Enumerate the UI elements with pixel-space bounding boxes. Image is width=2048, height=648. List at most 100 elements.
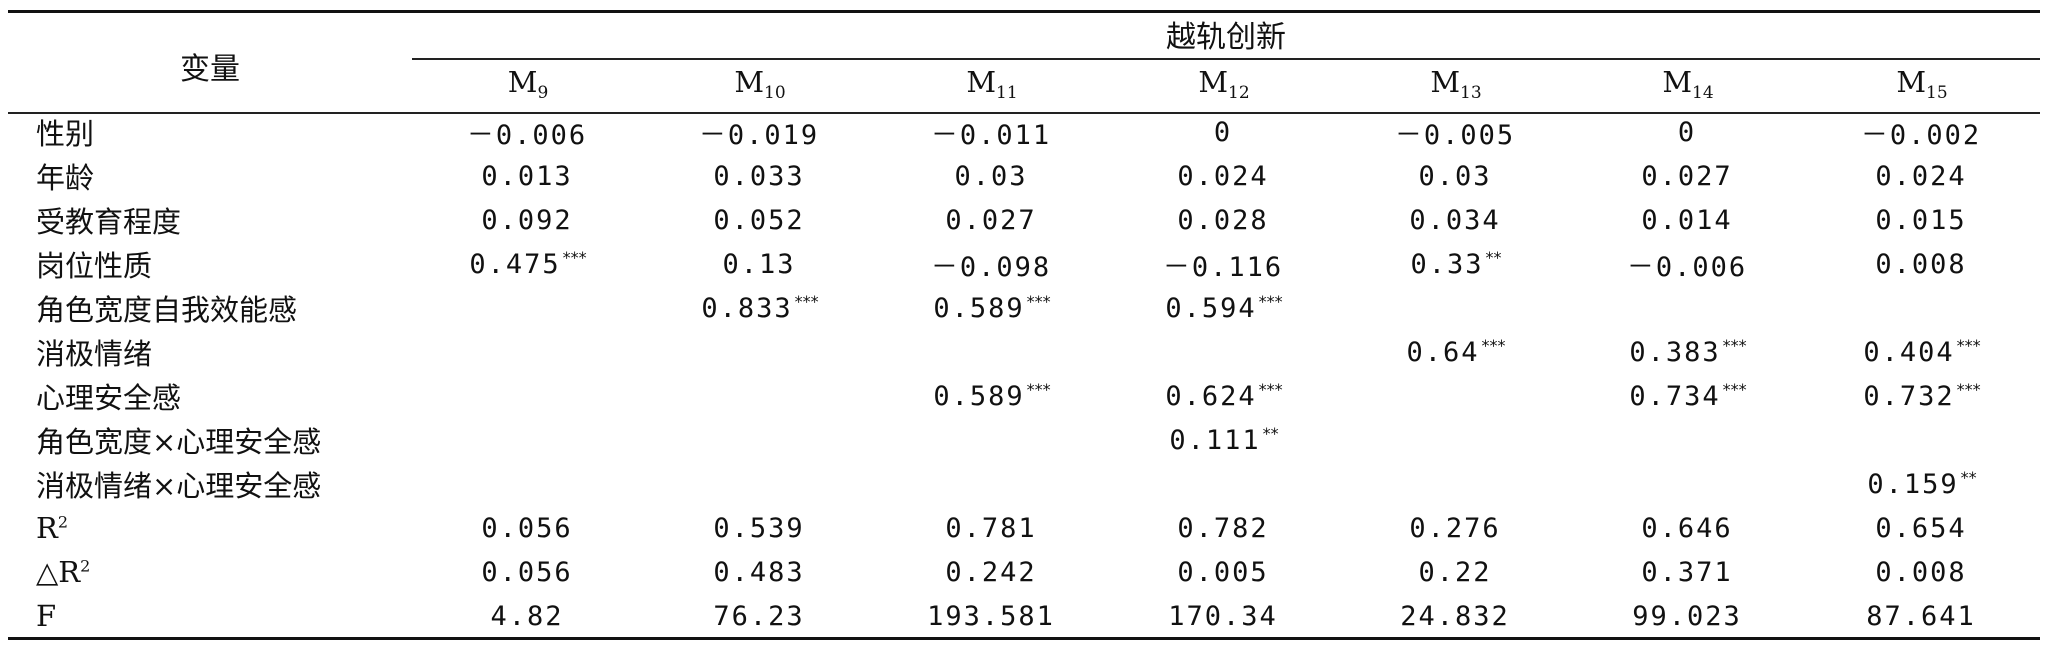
coefficient-cell: 0.027 xyxy=(876,198,1108,242)
table-row: 岗位性质 0.475 *** 0.13 －0.098 －0.116 0.33 ** －0.006… xyxy=(8,242,2040,286)
coefficient-cell: 0.589 *** xyxy=(876,374,1108,418)
coefficient-value: －0.006 xyxy=(1626,251,1748,283)
coefficient-value: 0.027 xyxy=(945,205,1037,236)
significance-stars: *** xyxy=(1258,380,1283,399)
coefficient-cell xyxy=(1340,374,1572,418)
row-label-text: 岗位性质 xyxy=(36,249,153,283)
coefficient-cell: 0.013 xyxy=(412,154,644,198)
coefficient-cell: －0.019 xyxy=(644,110,876,154)
coefficient-cell: 0.13 xyxy=(644,242,876,286)
coefficient-value: 170.34 xyxy=(1168,601,1278,632)
model-header: M11 xyxy=(966,65,1018,103)
coefficient-cell xyxy=(412,330,644,374)
row-label-text: 年龄 xyxy=(36,161,95,195)
coefficient-value: －0.005 xyxy=(1394,119,1516,151)
coefficient-cell xyxy=(644,374,876,418)
coefficient-cell: 0.034 xyxy=(1340,198,1572,242)
coefficient-cell: 0.014 xyxy=(1572,198,1804,242)
significance-stars: *** xyxy=(1956,380,1981,399)
coefficient-value: 0 xyxy=(1213,117,1233,148)
row-label: 年龄 xyxy=(8,154,412,198)
coefficient-value: 0.005 xyxy=(1177,557,1269,588)
coefficient-cell: 193.581 xyxy=(876,594,1108,638)
coefficient-cell: 0.539 xyxy=(644,506,876,550)
coefficient-value: 0.015 xyxy=(1875,205,1967,236)
coefficient-cell: 0.483 xyxy=(644,550,876,594)
model-header: M12 xyxy=(1198,65,1250,103)
coefficient-cell: 0.027 xyxy=(1572,154,1804,198)
coefficient-cell: 0.782 xyxy=(1108,506,1340,550)
row-label: 受教育程度 xyxy=(8,198,412,242)
coefficient-cell: －0.002 xyxy=(1804,110,2040,154)
model-header: M14 xyxy=(1662,65,1714,103)
coefficient-value: －0.002 xyxy=(1860,119,1982,151)
row-label-superscript: 2 xyxy=(57,512,69,532)
coefficient-cell: －0.006 xyxy=(1572,242,1804,286)
coefficient-value: 193.581 xyxy=(927,601,1055,632)
coefficient-cell xyxy=(644,418,876,462)
significance-stars: ** xyxy=(1960,468,1977,487)
coefficient-cell xyxy=(412,462,644,506)
coefficient-cell: 0.646 xyxy=(1572,506,1804,550)
coefficient-value: －0.098 xyxy=(930,251,1052,283)
coefficient-cell: 0.242 xyxy=(876,550,1108,594)
table-row: 角色宽度自我效能感 0.833 *** 0.589 *** 0.594 *** xyxy=(8,286,2040,330)
coefficient-value: －0.019 xyxy=(698,119,820,151)
coefficient-value: 76.23 xyxy=(713,601,805,632)
coefficient-cell xyxy=(1340,286,1572,330)
coefficient-cell xyxy=(412,418,644,462)
table-row: R2 0.056 0.539 0.781 0.782 0.276 0.646 0.654 xyxy=(8,506,2040,550)
coefficient-cell: 0.589 *** xyxy=(876,286,1108,330)
coefficient-value: 0.024 xyxy=(1875,161,1967,192)
coefficient-cell: 0.64 *** xyxy=(1340,330,1572,374)
coefficient-cell: 4.82 xyxy=(412,594,644,638)
coefficient-cell xyxy=(1340,462,1572,506)
coefficient-cell xyxy=(1108,462,1340,506)
coefficient-cell: 0.015 xyxy=(1804,198,2040,242)
coefficient-cell: 0.052 xyxy=(644,198,876,242)
row-label: 消极情绪 xyxy=(8,330,412,374)
coefficient-cell xyxy=(876,418,1108,462)
coefficient-value: 0.13 xyxy=(722,249,796,280)
coefficient-cell xyxy=(412,286,644,330)
coefficient-value: 0.008 xyxy=(1875,557,1967,588)
coefficient-cell: 0.024 xyxy=(1804,154,2040,198)
coefficient-cell: 0.734 *** xyxy=(1572,374,1804,418)
coefficient-value: 0 xyxy=(1677,117,1697,148)
coefficient-value: 0.22 xyxy=(1418,557,1492,588)
row-label-text: 性别 xyxy=(36,117,95,151)
row-label-text: R xyxy=(36,511,58,545)
significance-stars: *** xyxy=(1722,380,1747,399)
row-label: F xyxy=(8,594,412,638)
coefficient-cell: 0.371 xyxy=(1572,550,1804,594)
coefficient-value: 0.111 xyxy=(1169,425,1261,456)
coefficient-cell: 0.383 *** xyxy=(1572,330,1804,374)
coefficient-value: 0.483 xyxy=(713,557,805,588)
coefficient-value: 0.371 xyxy=(1641,557,1733,588)
coefficient-cell: 0.03 xyxy=(1340,154,1572,198)
coefficient-value: 0.33 xyxy=(1410,249,1484,280)
header-rule xyxy=(8,112,2040,114)
significance-stars: *** xyxy=(562,248,587,267)
significance-stars: *** xyxy=(1722,336,1747,355)
variable-header: 变量 xyxy=(180,52,240,87)
coefficient-cell: 0.781 xyxy=(876,506,1108,550)
coefficient-cell xyxy=(1804,286,2040,330)
coefficient-value: －0.006 xyxy=(466,119,588,151)
coefficient-cell: －0.006 xyxy=(412,110,644,154)
coefficient-value: 0.624 xyxy=(1165,381,1257,412)
coefficient-cell: 87.641 xyxy=(1804,594,2040,638)
coefficient-value: 0.024 xyxy=(1177,161,1269,192)
coefficient-value: 87.641 xyxy=(1866,601,1976,632)
coefficient-cell: 0 xyxy=(1108,110,1340,154)
coefficient-value: 0.092 xyxy=(481,205,573,236)
coefficient-value: 4.82 xyxy=(490,601,564,632)
coefficient-cell xyxy=(1804,418,2040,462)
coefficient-cell: 0.024 xyxy=(1108,154,1340,198)
row-label-text: 消极情绪 xyxy=(36,337,153,371)
top-rule xyxy=(8,10,2040,13)
coefficient-cell xyxy=(412,374,644,418)
coefficient-value: 0.589 xyxy=(933,381,1025,412)
coefficient-cell: 0.833 *** xyxy=(644,286,876,330)
regression-table: 变量 越轨创新 M9 M10 M11 M12 M13 M14 M15 性别 －0.… xyxy=(8,10,2040,638)
